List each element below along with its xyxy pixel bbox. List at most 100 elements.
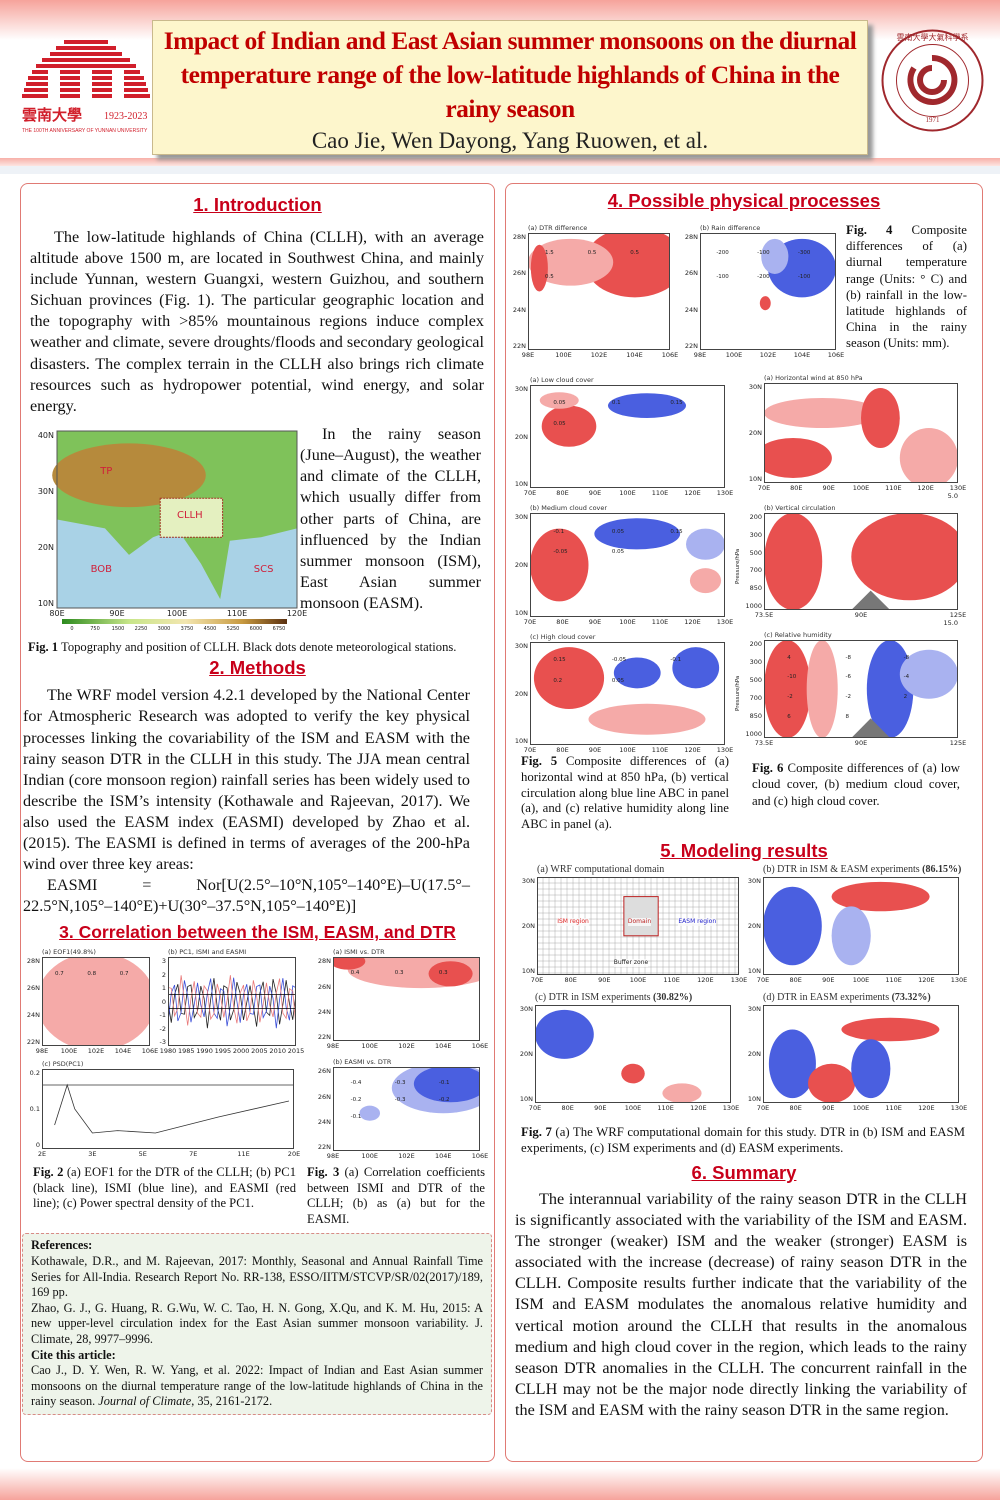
bottom-decor-band: [0, 1468, 1000, 1500]
contour-label: 0.1: [611, 400, 621, 407]
x-tick-label: 130E: [730, 976, 748, 984]
x-tick-label: 1990: [196, 1047, 213, 1056]
caption-label: Fig. 4: [846, 223, 893, 237]
panel-frame: [537, 877, 739, 975]
shaded-anomaly-region: [851, 513, 958, 601]
x-tick-label: 2E: [37, 1150, 47, 1159]
header-divider-light: [0, 166, 1000, 174]
y-tick-label: 20N: [514, 561, 528, 569]
x-tick-label: 120E: [286, 608, 308, 618]
shaded-anomaly-region: [333, 957, 366, 970]
domain-label: EASM region: [678, 918, 717, 927]
x-tick-label: 80E: [556, 618, 569, 626]
figure-7-caption: Fig. 7 (a) The WRF computational domain …: [521, 1124, 965, 1157]
y-tick-label: 26N: [317, 1067, 331, 1076]
y-tick-label: 10N: [519, 1095, 533, 1103]
x-tick-label: 110E: [651, 618, 669, 626]
x-tick-label: 5E: [138, 1150, 147, 1159]
figure-4a-dtr-difference-map: (a) DTR difference 98E 100E 102E 104E 106E 28N…: [513, 224, 678, 359]
y-tick-label: 1000: [745, 602, 762, 610]
citation-journal: Journal of Climate: [98, 1394, 192, 1409]
shaded-anomaly-region: [613, 657, 661, 689]
x-tick-label: 1985: [178, 1047, 195, 1056]
introduction-side-paragraph: In the rainy season (June–August), the w…: [300, 424, 481, 613]
model-domain-box: [623, 896, 659, 937]
x-tick-label: 110E: [651, 489, 669, 497]
contour-label: 4: [787, 654, 791, 661]
f2a-plot: [42, 957, 150, 1047]
y-tick-label: 24N: [512, 305, 526, 314]
panel-frame: [764, 383, 958, 483]
panel-title: (c) DTR in ISM experiments (30.82%): [535, 992, 693, 1003]
x-tick-label: 7E: [189, 1150, 198, 1159]
shaded-anomaly-region: [899, 428, 958, 483]
y-tick-label: 24N: [317, 1008, 331, 1017]
contour-label: 8: [845, 713, 849, 720]
reference-item: Kothawale, D.R., and M. Rajeevan, 2017: …: [31, 1253, 483, 1300]
y-tick-label: 500: [749, 676, 762, 684]
shaded-anomaly-region: [672, 647, 720, 689]
y-tick-label: 20N: [514, 689, 528, 698]
contour-label: -8: [903, 654, 910, 661]
shaded-anomaly-region: [866, 640, 914, 738]
x-tick-label: 2015: [287, 1047, 305, 1056]
figure-2c-psd: (c) PSD(PC1) 2E 3E 5E 7E 11E 20E 0.2 0.1 0: [30, 1060, 301, 1158]
shaded-anomaly-region: [841, 1017, 940, 1042]
methods-paragraph: The WRF model version 4.2.1 developed by…: [23, 686, 470, 874]
region-label: TP: [100, 466, 113, 478]
caption-text: (a) The WRF computational domain for thi…: [521, 1125, 965, 1156]
figure-low-cloud-cover-map: (a) Low cloud cover 70E 80E 90E 100E 110E 120E…: [515, 376, 733, 497]
x-tick-label: 110E: [657, 1104, 674, 1112]
x-tick-label: 104E: [434, 1152, 452, 1161]
x-tick-label: 80E: [561, 1104, 574, 1112]
f3b-plot: [333, 1067, 480, 1152]
panel-frame: [168, 957, 296, 1047]
y-tick-label: 700: [749, 566, 762, 575]
y-tick-label: 28N: [26, 957, 40, 966]
y-tick-label: 20N: [748, 429, 762, 437]
y-tick-label: 700: [749, 694, 762, 702]
f4b-plot: [700, 233, 836, 350]
x-tick-label: 73.5E: [754, 611, 774, 619]
caption-label: Fig. 2: [33, 1165, 64, 1180]
y-tick-label: 200: [749, 513, 762, 521]
x-tick-label: 80E: [49, 608, 65, 618]
y-tick-label: 30N: [514, 385, 528, 393]
panel-title: (a) EOF1(49.8%): [42, 948, 96, 957]
tibetan-plateau: [52, 443, 206, 507]
introduction-paragraph: The low-latitude highlands of China (CLL…: [30, 228, 484, 415]
y-tick-label: 20N: [521, 922, 535, 930]
svg-text:雲南大學大氣科學系: 雲南大學大氣科學系: [897, 32, 969, 42]
shaded-anomaly-region: [584, 233, 670, 298]
contour-label: -6: [845, 674, 851, 681]
caption-text: Composite differences of (a) low cloud c…: [752, 761, 960, 808]
y-tick-label: 22N: [512, 342, 526, 350]
panel-title: (b) EASMI vs. DTR: [333, 1058, 392, 1067]
timeseries-line: [168, 978, 296, 1029]
contour-label: 0.5: [630, 250, 639, 257]
x-tick-label: 90E: [588, 489, 602, 497]
contour-label: 0.2: [553, 678, 563, 685]
x-tick-label: 106E: [471, 1152, 489, 1161]
shaded-anomaly-region: [359, 1106, 381, 1122]
y-tick-label: 22N: [317, 1143, 331, 1152]
shaded-anomaly-region: [899, 649, 958, 699]
x-tick-label: 104E: [626, 351, 643, 359]
x-tick-label: 90E: [588, 618, 602, 626]
x-tick-label: 70E: [523, 618, 537, 626]
y-tick-label: 20N: [37, 542, 54, 552]
x-tick-label: 70E: [523, 489, 537, 497]
x-tick-label: 102E: [759, 351, 777, 359]
y-tick-label: 3: [161, 957, 166, 966]
x-tick-label: 2005: [251, 1047, 268, 1056]
x-tick-label: 104E: [114, 1047, 132, 1056]
figure-7b-dtr-ism-easm: (b) DTR in ISM & EASM experiments (86.15…: [748, 864, 967, 984]
contour-label: 2: [903, 693, 908, 700]
x-tick-label: 106E: [661, 351, 679, 359]
citation: Cao J., D. Y. Wen, R. W. Yang, et al. 20…: [31, 1363, 483, 1410]
y-tick-label: 30N: [748, 383, 762, 391]
region-label: BOB: [90, 563, 113, 575]
section-heading-processes: 4. Possible physical processes: [607, 190, 881, 211]
panel-title: (a) WRF computational domain: [537, 864, 665, 875]
x-tick-label: 3E: [88, 1150, 97, 1159]
